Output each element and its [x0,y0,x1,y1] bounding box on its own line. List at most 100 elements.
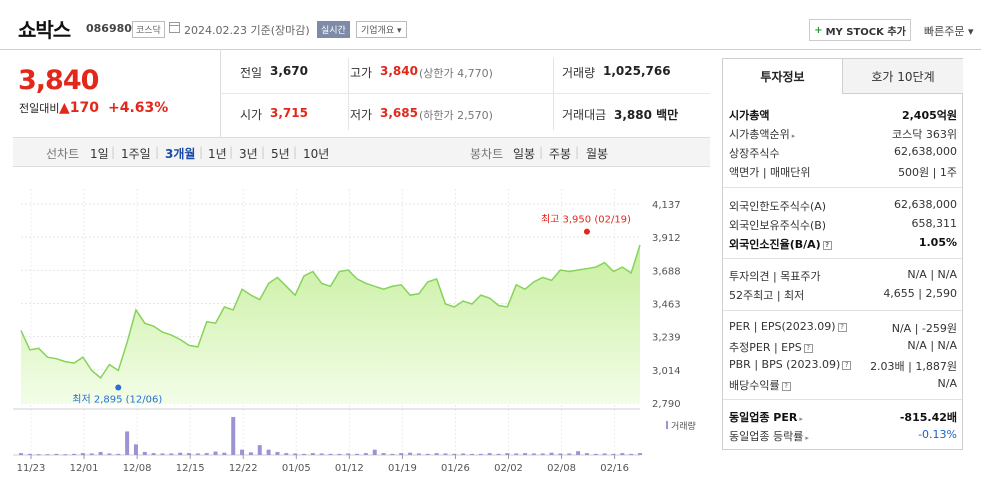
volume-bar [337,453,342,455]
candle-chart-label: 봉차트 [470,147,504,161]
volume-bar [222,452,227,455]
panel-row-value: 2.03배 | 1,887원 [870,360,957,373]
change-label: 전일대비 [19,102,60,115]
add-mystock-label: MY STOCK 추가 [825,26,906,38]
separator: | [111,145,116,159]
y-tick-label: 3,912 [652,233,681,244]
volume-bar [408,452,413,455]
volume-bar [72,453,77,455]
volume-bar [363,453,368,455]
volume-bar [169,453,174,455]
volume-legend-swatch [666,421,668,429]
price-chart[interactable]: 4,137 3,912 3,688 3,463 3,239 3,014 2,790 최고 3,… [13,175,710,475]
volume-bar [319,453,324,455]
help-icon[interactable]: ? [837,323,847,332]
investment-info-panel: 투자정보 호가 10단계 시가총액 2,405억원 시가총액순위 ▸ 코스닥 363위 상… [722,58,963,450]
chevron-right-icon[interactable]: ▸ [791,132,796,140]
help-icon[interactable]: ? [803,344,813,353]
chevron-right-icon[interactable]: ▸ [805,434,809,442]
candle-weekly[interactable]: 주봉 [549,147,572,161]
period-10y[interactable]: 10년 [303,147,330,161]
period-3y[interactable]: 3년 [239,147,258,161]
help-icon[interactable]: ? [822,241,832,250]
panel-row-value: 62,638,000 [894,145,957,158]
volume-value: 1,025,766 [603,64,671,78]
low-marker [115,384,122,391]
quick-order-dropdown[interactable]: 빠른주문 ▾ [924,25,974,38]
help-icon[interactable]: ? [781,382,791,391]
panel-row-label: 외국인소진율(B/A)? [729,236,832,252]
y-tick-label: 3,239 [652,333,681,344]
volume-bar [381,453,386,455]
volume-bar [293,453,298,455]
volume-bar [151,453,156,455]
tab-investment-info[interactable]: 투자정보 [723,59,843,94]
volume-bar [399,453,404,455]
company-info-dropdown[interactable]: 기업개요 ▾ [356,21,407,38]
period-1y[interactable]: 1년 [208,147,227,161]
volume-bar [576,451,581,455]
quote-date: 2024.02.23 기준(장마감) [184,24,310,37]
volume-bar [355,453,360,455]
panel-row-label: 시가총액 [729,109,770,122]
volume-bar [549,452,554,455]
tab-orderbook[interactable]: 호가 10단계 [843,59,963,94]
chevron-right-icon[interactable]: ▸ [799,415,803,423]
panel-row-value: N/A | N/A [907,339,957,352]
x-tick-label: 11/23 [17,463,46,474]
volume-bar [213,451,218,455]
y-tick-label: 3,688 [652,266,681,277]
candle-daily[interactable]: 일봉 [513,147,536,161]
panel-divider [723,399,962,400]
volume-bar [434,453,439,455]
y-tick-label: 2,790 [652,399,681,410]
current-price: 3,840 [18,65,99,96]
volume-bar [478,453,483,455]
help-icon[interactable]: ? [842,361,852,370]
panel-row-value: 500원 | 1주 [898,166,957,179]
period-5y[interactable]: 5년 [271,147,290,161]
panel-row: 외국인보유주식수(B) 658,311 [729,217,957,233]
low-label: 저가 [350,108,373,122]
high-label: 고가 [350,66,373,80]
volume-bar [416,453,421,455]
volume-bar [19,453,23,455]
volume-bar [301,453,306,455]
panel-row-value: N/A | N/A [907,268,957,281]
panel-row: 동일업종 PER ▸ -815.42배 [729,409,957,425]
volume-bar [80,453,85,455]
realtime-button[interactable]: 실시간 [317,21,350,38]
panel-row: 배당수익률? N/A [729,377,957,393]
panel-row-label: 52주최고 | 최저 [729,289,805,302]
candle-monthly[interactable]: 월봉 [586,147,609,161]
separator: | [575,145,580,159]
period-1d[interactable]: 1일 [90,147,109,161]
volume-bar [284,453,289,455]
x-tick-label: 02/08 [547,463,576,474]
volume-bar [275,451,280,455]
volume-bar [505,453,510,455]
volume-bar [107,453,112,455]
add-mystock-button[interactable]: + MY STOCK 추가 [809,19,911,41]
volume-bar [514,453,519,455]
price-change: ▲170 [59,100,99,116]
panel-row: PBR | BPS (2023.09)? 2.03배 | 1,887원 [729,358,957,374]
volume-bar [231,417,236,455]
price-area [21,244,640,403]
panel-row: 외국인한도주식수(A) 62,638,000 [729,198,957,214]
volume-bar [452,453,457,455]
panel-row-value: N/A [937,377,957,390]
panel-row: 상장주식수 62,638,000 [729,145,957,161]
panel-row-value: 1.05% [918,236,957,249]
lower-limit: (하한가 2,570) [419,109,493,122]
volume-bar [638,453,642,455]
header-divider [0,49,981,50]
volume-bar [496,453,501,455]
period-3m[interactable]: 3개월 [165,147,196,161]
volume-label: 거래량 [562,66,596,80]
x-tick-label: 01/05 [282,463,311,474]
y-tick-label: 4,137 [652,200,681,211]
separator: | [199,145,204,159]
period-1w[interactable]: 1주일 [121,147,151,161]
volume-bar [425,453,430,455]
